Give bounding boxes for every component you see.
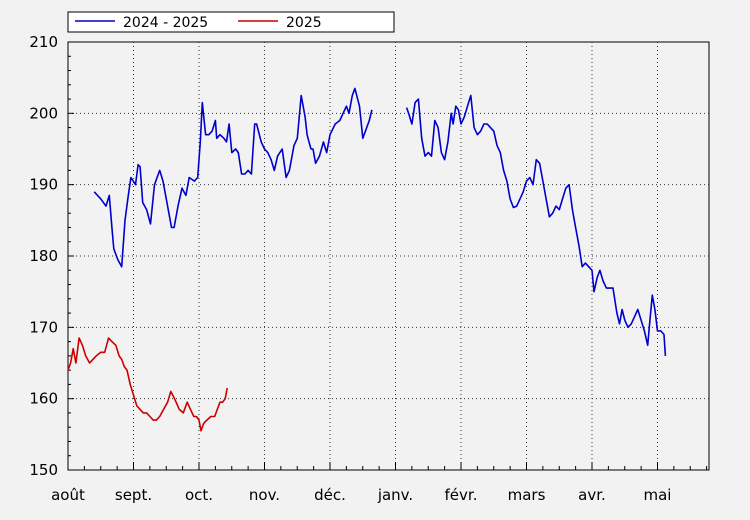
legend-label: 2025 [286, 15, 322, 31]
x-tick-label: mars [508, 486, 546, 504]
legend: 2024 - 2025 2025 [67, 11, 395, 33]
x-tick-label: nov. [249, 486, 280, 504]
x-tick-label: avr. [578, 486, 606, 504]
y-tick-label: 190 [29, 176, 58, 194]
series-line-2 [67, 337, 228, 432]
x-tick-label: févr. [445, 486, 478, 504]
x-tick-label: sept. [115, 486, 152, 504]
y-tick-label: 210 [29, 33, 58, 51]
legend-label: 2024 - 2025 [123, 15, 208, 31]
x-tick-label: janv. [377, 486, 413, 504]
legend-box [67, 11, 395, 33]
x-tick-label: août [51, 486, 85, 504]
series-line-1 [405, 94, 667, 356]
y-tick-label: 170 [29, 318, 58, 336]
series-line-0 [93, 87, 373, 268]
grid [68, 42, 709, 470]
y-tick-label: 200 [29, 104, 58, 122]
series-lines [67, 87, 667, 432]
y-tick-label: 180 [29, 247, 58, 265]
y-tick-label: 160 [29, 390, 58, 408]
x-tick-label: mai [644, 486, 672, 504]
y-tick-label: 150 [29, 461, 58, 479]
axes: 150 160 170 180 190 200 210 août sept. oct. nov. dé… [29, 33, 708, 504]
x-tick-label: déc. [314, 486, 346, 504]
x-tick-label: oct. [185, 486, 213, 504]
